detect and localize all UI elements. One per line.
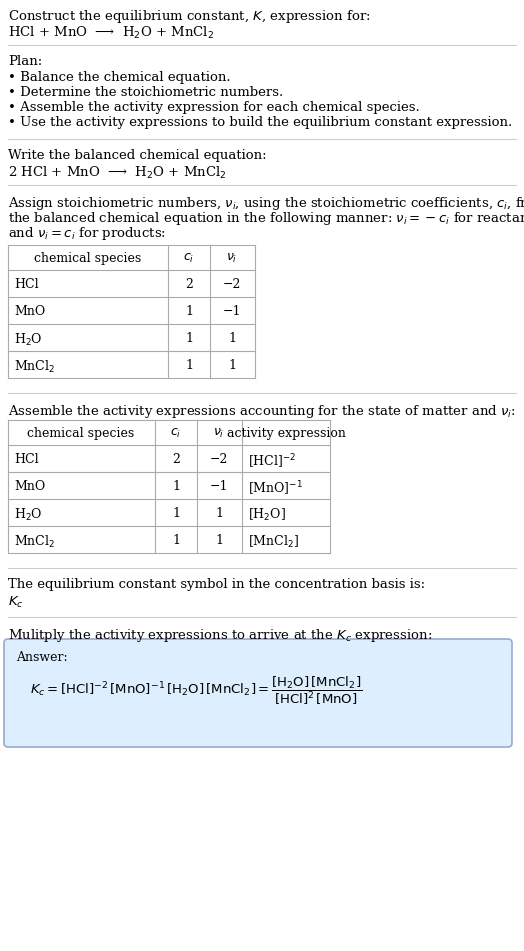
Text: • Balance the chemical equation.: • Balance the chemical equation. xyxy=(8,71,231,84)
Text: activity expression: activity expression xyxy=(226,427,345,440)
Text: 1: 1 xyxy=(228,332,236,345)
Text: −2: −2 xyxy=(210,453,228,466)
Text: HCl: HCl xyxy=(14,453,39,466)
Text: HCl + MnO  ⟶  H$_2$O + MnCl$_2$: HCl + MnO ⟶ H$_2$O + MnCl$_2$ xyxy=(8,25,214,41)
Text: −1: −1 xyxy=(210,480,228,493)
Text: Assemble the activity expressions accounting for the state of matter and $\nu_i$: Assemble the activity expressions accoun… xyxy=(8,403,516,420)
Text: The equilibrium constant symbol in the concentration basis is:: The equilibrium constant symbol in the c… xyxy=(8,578,425,591)
Text: $K_c = \mathrm{[HCl]^{-2}\,[MnO]^{-1}\,[H_2O]\,[MnCl_2]} = \dfrac{\mathrm{[H_2O]: $K_c = \mathrm{[HCl]^{-2}\,[MnO]^{-1}\,[… xyxy=(30,675,362,708)
Text: Answer:: Answer: xyxy=(16,651,68,664)
Text: 2: 2 xyxy=(185,278,193,291)
Text: $\nu_i$: $\nu_i$ xyxy=(213,427,225,440)
Text: MnCl$_2$: MnCl$_2$ xyxy=(14,534,55,550)
Text: MnCl$_2$: MnCl$_2$ xyxy=(14,359,55,375)
Text: MnO: MnO xyxy=(14,480,45,493)
Text: [HCl]$^{-2}$: [HCl]$^{-2}$ xyxy=(248,453,296,472)
Text: MnO: MnO xyxy=(14,305,45,318)
Text: 1: 1 xyxy=(215,507,223,520)
Text: $K_c$: $K_c$ xyxy=(8,595,24,611)
Text: the balanced chemical equation in the following manner: $\nu_i = -c_i$ for react: the balanced chemical equation in the fo… xyxy=(8,210,524,227)
Text: 1: 1 xyxy=(172,534,180,547)
Text: 2: 2 xyxy=(172,453,180,466)
Text: 1: 1 xyxy=(185,359,193,372)
Text: HCl: HCl xyxy=(14,278,39,291)
Text: Write the balanced chemical equation:: Write the balanced chemical equation: xyxy=(8,149,267,162)
Text: −2: −2 xyxy=(223,278,241,291)
Text: 1: 1 xyxy=(228,359,236,372)
Text: • Use the activity expressions to build the equilibrium constant expression.: • Use the activity expressions to build … xyxy=(8,116,512,129)
Text: • Assemble the activity expression for each chemical species.: • Assemble the activity expression for e… xyxy=(8,101,420,114)
Text: 2 HCl + MnO  ⟶  H$_2$O + MnCl$_2$: 2 HCl + MnO ⟶ H$_2$O + MnCl$_2$ xyxy=(8,165,227,181)
FancyBboxPatch shape xyxy=(4,639,512,747)
Text: 1: 1 xyxy=(172,480,180,493)
Text: Assign stoichiometric numbers, $\nu_i$, using the stoichiometric coefficients, $: Assign stoichiometric numbers, $\nu_i$, … xyxy=(8,195,524,212)
Text: Construct the equilibrium constant, $K$, expression for:: Construct the equilibrium constant, $K$,… xyxy=(8,8,370,25)
Text: and $\nu_i = c_i$ for products:: and $\nu_i = c_i$ for products: xyxy=(8,225,166,242)
Text: 1: 1 xyxy=(185,305,193,318)
Text: chemical species: chemical species xyxy=(35,252,141,265)
Text: −1: −1 xyxy=(223,305,241,318)
Text: $c_i$: $c_i$ xyxy=(170,427,182,440)
Text: chemical species: chemical species xyxy=(27,427,135,440)
Text: 1: 1 xyxy=(172,507,180,520)
Text: 1: 1 xyxy=(215,534,223,547)
Text: [MnCl$_2$]: [MnCl$_2$] xyxy=(248,534,299,550)
Text: Plan:: Plan: xyxy=(8,55,42,68)
Text: H$_2$O: H$_2$O xyxy=(14,507,42,523)
Text: [H$_2$O]: [H$_2$O] xyxy=(248,507,286,523)
Text: H$_2$O: H$_2$O xyxy=(14,332,42,348)
Text: • Determine the stoichiometric numbers.: • Determine the stoichiometric numbers. xyxy=(8,86,283,99)
Text: Mulitply the activity expressions to arrive at the $K_c$ expression:: Mulitply the activity expressions to arr… xyxy=(8,627,432,644)
Text: 1: 1 xyxy=(185,332,193,345)
Text: $\nu_i$: $\nu_i$ xyxy=(226,252,238,265)
Text: [MnO]$^{-1}$: [MnO]$^{-1}$ xyxy=(248,480,303,498)
Text: $c_i$: $c_i$ xyxy=(183,252,194,265)
